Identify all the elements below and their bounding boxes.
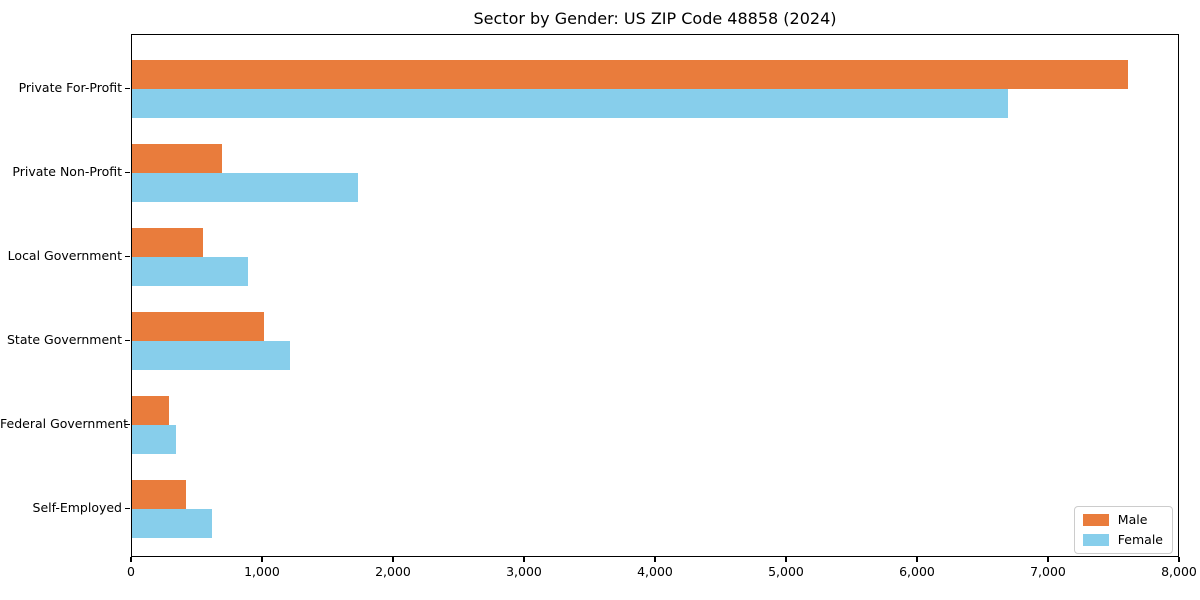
y-tick <box>125 255 130 257</box>
x-tick-label: 7,000 <box>1030 564 1066 579</box>
legend-label-female: Female <box>1117 532 1163 547</box>
bar-male <box>132 60 1129 89</box>
bar-male <box>132 480 186 509</box>
bar-female <box>132 89 1009 118</box>
x-tick <box>916 557 918 562</box>
x-tick-label: 0 <box>127 564 135 579</box>
y-tick <box>125 339 130 341</box>
legend-item-female: Female <box>1082 532 1163 547</box>
x-tick <box>130 557 132 562</box>
bar-female <box>132 257 249 286</box>
bar-female <box>132 425 177 454</box>
y-tick <box>125 423 130 425</box>
y-tick <box>125 507 130 509</box>
chart-title: Sector by Gender: US ZIP Code 48858 (202… <box>473 9 837 28</box>
x-tick-label: 4,000 <box>637 564 673 579</box>
x-tick <box>392 557 394 562</box>
legend: Male Female <box>1073 506 1173 554</box>
x-tick-label: 2,000 <box>375 564 411 579</box>
bar-male <box>132 396 169 425</box>
x-tick <box>523 557 525 562</box>
legend-swatch-male-icon <box>1082 514 1109 526</box>
y-tick <box>125 87 130 89</box>
x-tick-label: 6,000 <box>899 564 935 579</box>
plot-area <box>131 34 1179 557</box>
y-tick-label: Federal Government <box>0 416 129 431</box>
bar-male <box>132 228 203 257</box>
x-tick-label: 8,000 <box>1161 564 1197 579</box>
x-tick <box>1178 557 1180 562</box>
y-tick-label: Self-Employed <box>32 500 122 515</box>
y-tick <box>125 171 130 173</box>
x-tick <box>654 557 656 562</box>
y-tick-label: Private For-Profit <box>18 80 122 95</box>
legend-item-male: Male <box>1082 512 1163 527</box>
bar-female <box>132 173 359 202</box>
legend-swatch-female-icon <box>1082 534 1109 546</box>
bar-male <box>132 144 223 173</box>
y-tick-label: Local Government <box>7 248 122 263</box>
x-tick-label: 3,000 <box>506 564 542 579</box>
legend-label-male: Male <box>1117 512 1148 527</box>
x-tick-label: 1,000 <box>244 564 280 579</box>
y-tick-label: State Government <box>6 332 122 347</box>
x-tick-label: 5,000 <box>768 564 804 579</box>
x-tick <box>785 557 787 562</box>
bar-female <box>132 509 212 538</box>
bar-male <box>132 312 265 341</box>
y-tick-label: Private Non-Profit <box>12 164 122 179</box>
x-tick <box>261 557 263 562</box>
bar-female <box>132 341 291 370</box>
x-tick <box>1047 557 1049 562</box>
